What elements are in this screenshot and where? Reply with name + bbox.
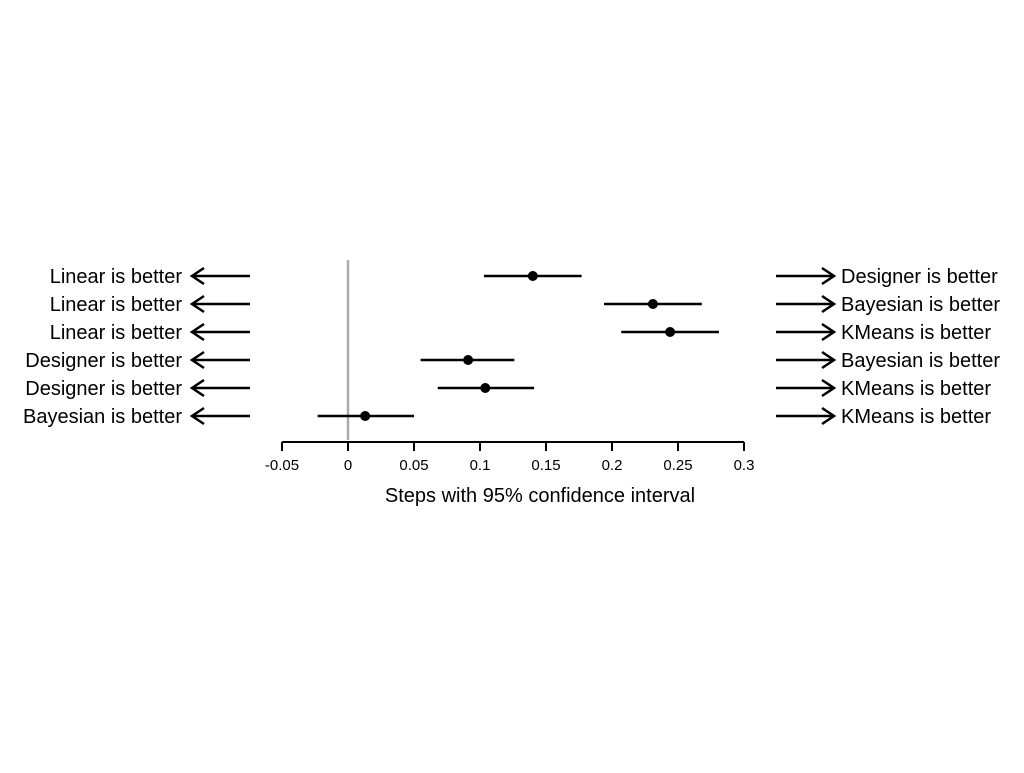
left-label: Linear is better (50, 294, 183, 316)
left-arrow-head (189, 294, 205, 314)
left-arrow-head (189, 350, 205, 370)
x-tick-label: 0.3 (734, 457, 755, 474)
comparison-row: Linear is better KMeans is better (50, 322, 992, 344)
x-tick-label: -0.05 (265, 457, 299, 474)
right-label: Bayesian is better (841, 350, 1000, 372)
left-label: Bayesian is better (23, 406, 182, 428)
point-estimate (480, 383, 491, 393)
x-tick-label: 0.25 (663, 457, 692, 474)
comparison-row: Linear is better Bayesian is better (50, 294, 1001, 316)
right-label: KMeans is better (841, 378, 991, 400)
right-label: Designer is better (841, 266, 998, 288)
right-arrow-head (821, 294, 837, 314)
right-arrow-head (821, 350, 837, 370)
right-label: KMeans is better (841, 322, 991, 344)
comparison-row: Linear is better Designer is better (50, 266, 998, 288)
left-arrow-head (189, 266, 205, 286)
left-arrow-head (189, 322, 205, 342)
x-tick-label: 0 (344, 457, 352, 474)
x-axis-label: Steps with 95% confidence interval (385, 485, 695, 507)
right-arrow-head (821, 406, 837, 426)
x-tick-label: 0.05 (399, 457, 428, 474)
left-label: Linear is better (50, 322, 183, 344)
point-estimate (527, 271, 538, 281)
x-tick-label: 0.15 (531, 457, 560, 474)
point-estimate (360, 411, 371, 421)
right-arrow-head (821, 378, 837, 398)
left-label: Designer is better (25, 378, 182, 400)
right-arrow-head (821, 322, 837, 342)
comparison-row: Bayesian is better KMeans is better (23, 406, 991, 428)
left-label: Linear is better (50, 266, 183, 288)
left-arrow-head (189, 406, 205, 426)
right-label: Bayesian is better (841, 294, 1000, 316)
left-label: Designer is better (25, 350, 182, 372)
comparison-row: Designer is better Bayesian is better (25, 350, 1000, 372)
right-arrow-head (821, 266, 837, 286)
x-tick-label: 0.2 (602, 457, 623, 474)
comparison-row: Designer is better KMeans is better (25, 378, 991, 400)
point-estimate (463, 355, 474, 365)
x-tick-label: 0.1 (470, 457, 491, 474)
point-estimate (647, 299, 658, 309)
right-label: KMeans is better (841, 406, 991, 428)
point-estimate (665, 327, 676, 337)
left-arrow-head (189, 378, 205, 398)
